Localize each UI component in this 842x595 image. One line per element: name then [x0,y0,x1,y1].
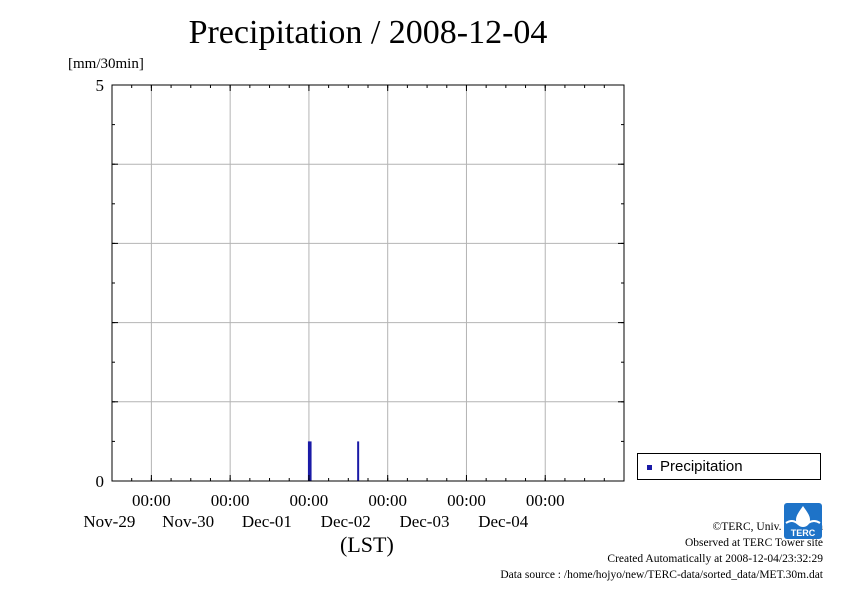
y-tick-label: 5 [96,76,105,95]
credit-source: Data source : /home/hojyo/new/TERC-data/… [500,569,823,581]
x-tick-date-label: Dec-01 [242,512,292,531]
credits: ©TERC, Univ. Tsukuba Observed at TERC To… [500,519,823,583]
y-tick-label: 0 [96,472,105,491]
credit-copyright: ©TERC, Univ. Tsukuba [712,521,823,533]
x-tick-date-label: Dec-04 [478,512,529,531]
x-tick-date-label: Dec-02 [321,512,371,531]
x-tick-date-label: Nov-29 [83,512,135,531]
plot-frame [111,84,625,482]
legend-label: Precipitation [660,458,743,475]
x-tick-date-label: Nov-30 [162,512,214,531]
grid-layer [112,85,624,481]
x-tick-date-label: Dec-03 [399,512,449,531]
x-tick-time-label: 00:00 [132,491,171,510]
x-tick-time-label: 00:00 [447,491,486,510]
precipitation-bar [309,441,312,481]
precipitation-bar [307,441,310,481]
terc-logo-icon: TERC [784,503,822,539]
x-tick-time-label: 00:00 [368,491,407,510]
bar-layer [112,441,624,482]
x-tick-time-label: 00:00 [526,491,565,510]
x-axis-note: (LST) [340,532,394,557]
chart-title: Precipitation / 2008-12-04 [188,14,548,51]
precipitation-bar [357,441,360,481]
axis-layer [111,84,625,482]
legend-swatch [647,465,652,470]
credit-observed: Observed at TERC Tower site [684,537,823,549]
legend: Precipitation [637,453,821,480]
label-layer: 00:00 Nov-29 00:00 Nov-30 00:00 Dec-01 00:00 De… [83,76,564,531]
x-tick-time-label: 00:00 [211,491,250,510]
y-axis-unit: [mm/30min] [68,56,144,72]
x-tick-time-label: 00:00 [290,491,329,510]
credit-created: Created Automatically at 2008-12-04/23:3… [607,553,823,565]
svg-text:TERC: TERC [791,528,816,538]
